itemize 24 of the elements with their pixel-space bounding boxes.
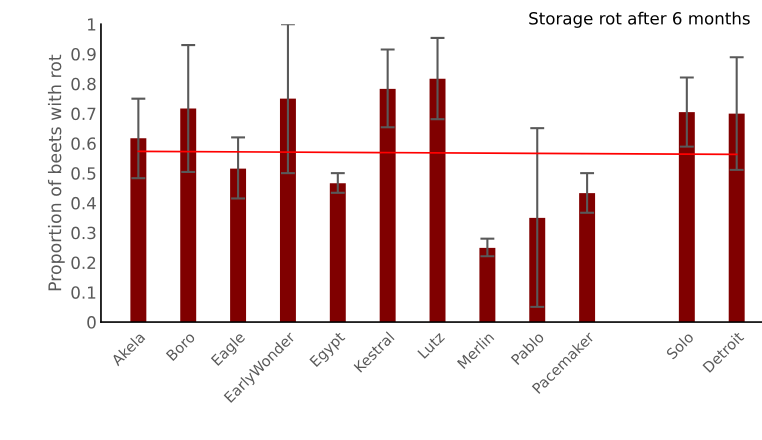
bar <box>130 138 146 322</box>
y-tick-label: 0.5 <box>71 167 96 180</box>
bar <box>678 112 695 322</box>
y-tick-label: 0.8 <box>71 78 96 90</box>
bar <box>430 78 446 322</box>
y-tick-label: 1 <box>88 18 96 31</box>
bar <box>180 108 196 322</box>
y-tick-label: 0 <box>87 316 96 329</box>
bar <box>380 88 396 322</box>
bar <box>230 168 246 322</box>
y-tick-label: 0.9 <box>71 48 96 61</box>
y-tick-label: 0.4 <box>71 196 96 210</box>
chart-title: Storage rot after 6 months <box>529 12 750 28</box>
y-tick-label: 0.2 <box>71 256 96 270</box>
y-axis-title: Proportion of beets with rot <box>48 54 65 290</box>
bar <box>479 248 496 322</box>
bar <box>280 98 296 322</box>
bar <box>330 183 346 322</box>
y-tick-label: 0.6 <box>71 137 96 150</box>
y-tick-label: 0.7 <box>71 108 96 120</box>
y-tick-label: 0.3 <box>71 226 96 240</box>
bar <box>579 193 596 322</box>
y-tick-label: 0.1 <box>71 286 96 299</box>
bar <box>728 114 745 322</box>
